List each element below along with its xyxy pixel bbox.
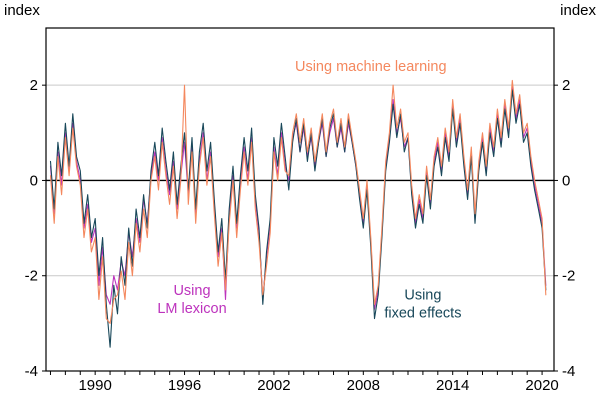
y-tick-label-left: 0 [30, 172, 38, 189]
series-line-2 [49, 79, 547, 324]
y-tick-label-right: 2 [562, 77, 570, 94]
y-tick-label-left: -2 [25, 268, 38, 285]
x-tick-label: 1990 [78, 377, 111, 394]
y-tick-label-left: 2 [30, 77, 38, 94]
x-tick-label: 2002 [257, 377, 290, 394]
annotation-machine-learning: Using machine learning [295, 59, 447, 75]
annotation-fixed-effects: Using [404, 288, 441, 304]
y-tick-label-right: -4 [562, 363, 575, 380]
x-tick-label: 2020 [525, 377, 558, 394]
x-tick-label: 1996 [168, 377, 201, 394]
x-tick-label: 2014 [436, 377, 469, 394]
y-axis-unit-right: index [560, 2, 596, 19]
y-tick-label-left: -4 [25, 363, 38, 380]
y-axis-unit-left: index [4, 2, 40, 19]
plot-border [45, 27, 555, 372]
series-line-1 [49, 89, 547, 348]
annotation-fixed-effects: fixed effects [384, 306, 461, 322]
y-tick-label-right: 0 [562, 172, 570, 189]
y-tick-label-right: -2 [562, 268, 575, 285]
annotation-lm-lexicon: LM lexicon [157, 301, 226, 317]
annotation-lm-lexicon: Using [173, 283, 210, 299]
x-tick-label: 2008 [347, 377, 380, 394]
